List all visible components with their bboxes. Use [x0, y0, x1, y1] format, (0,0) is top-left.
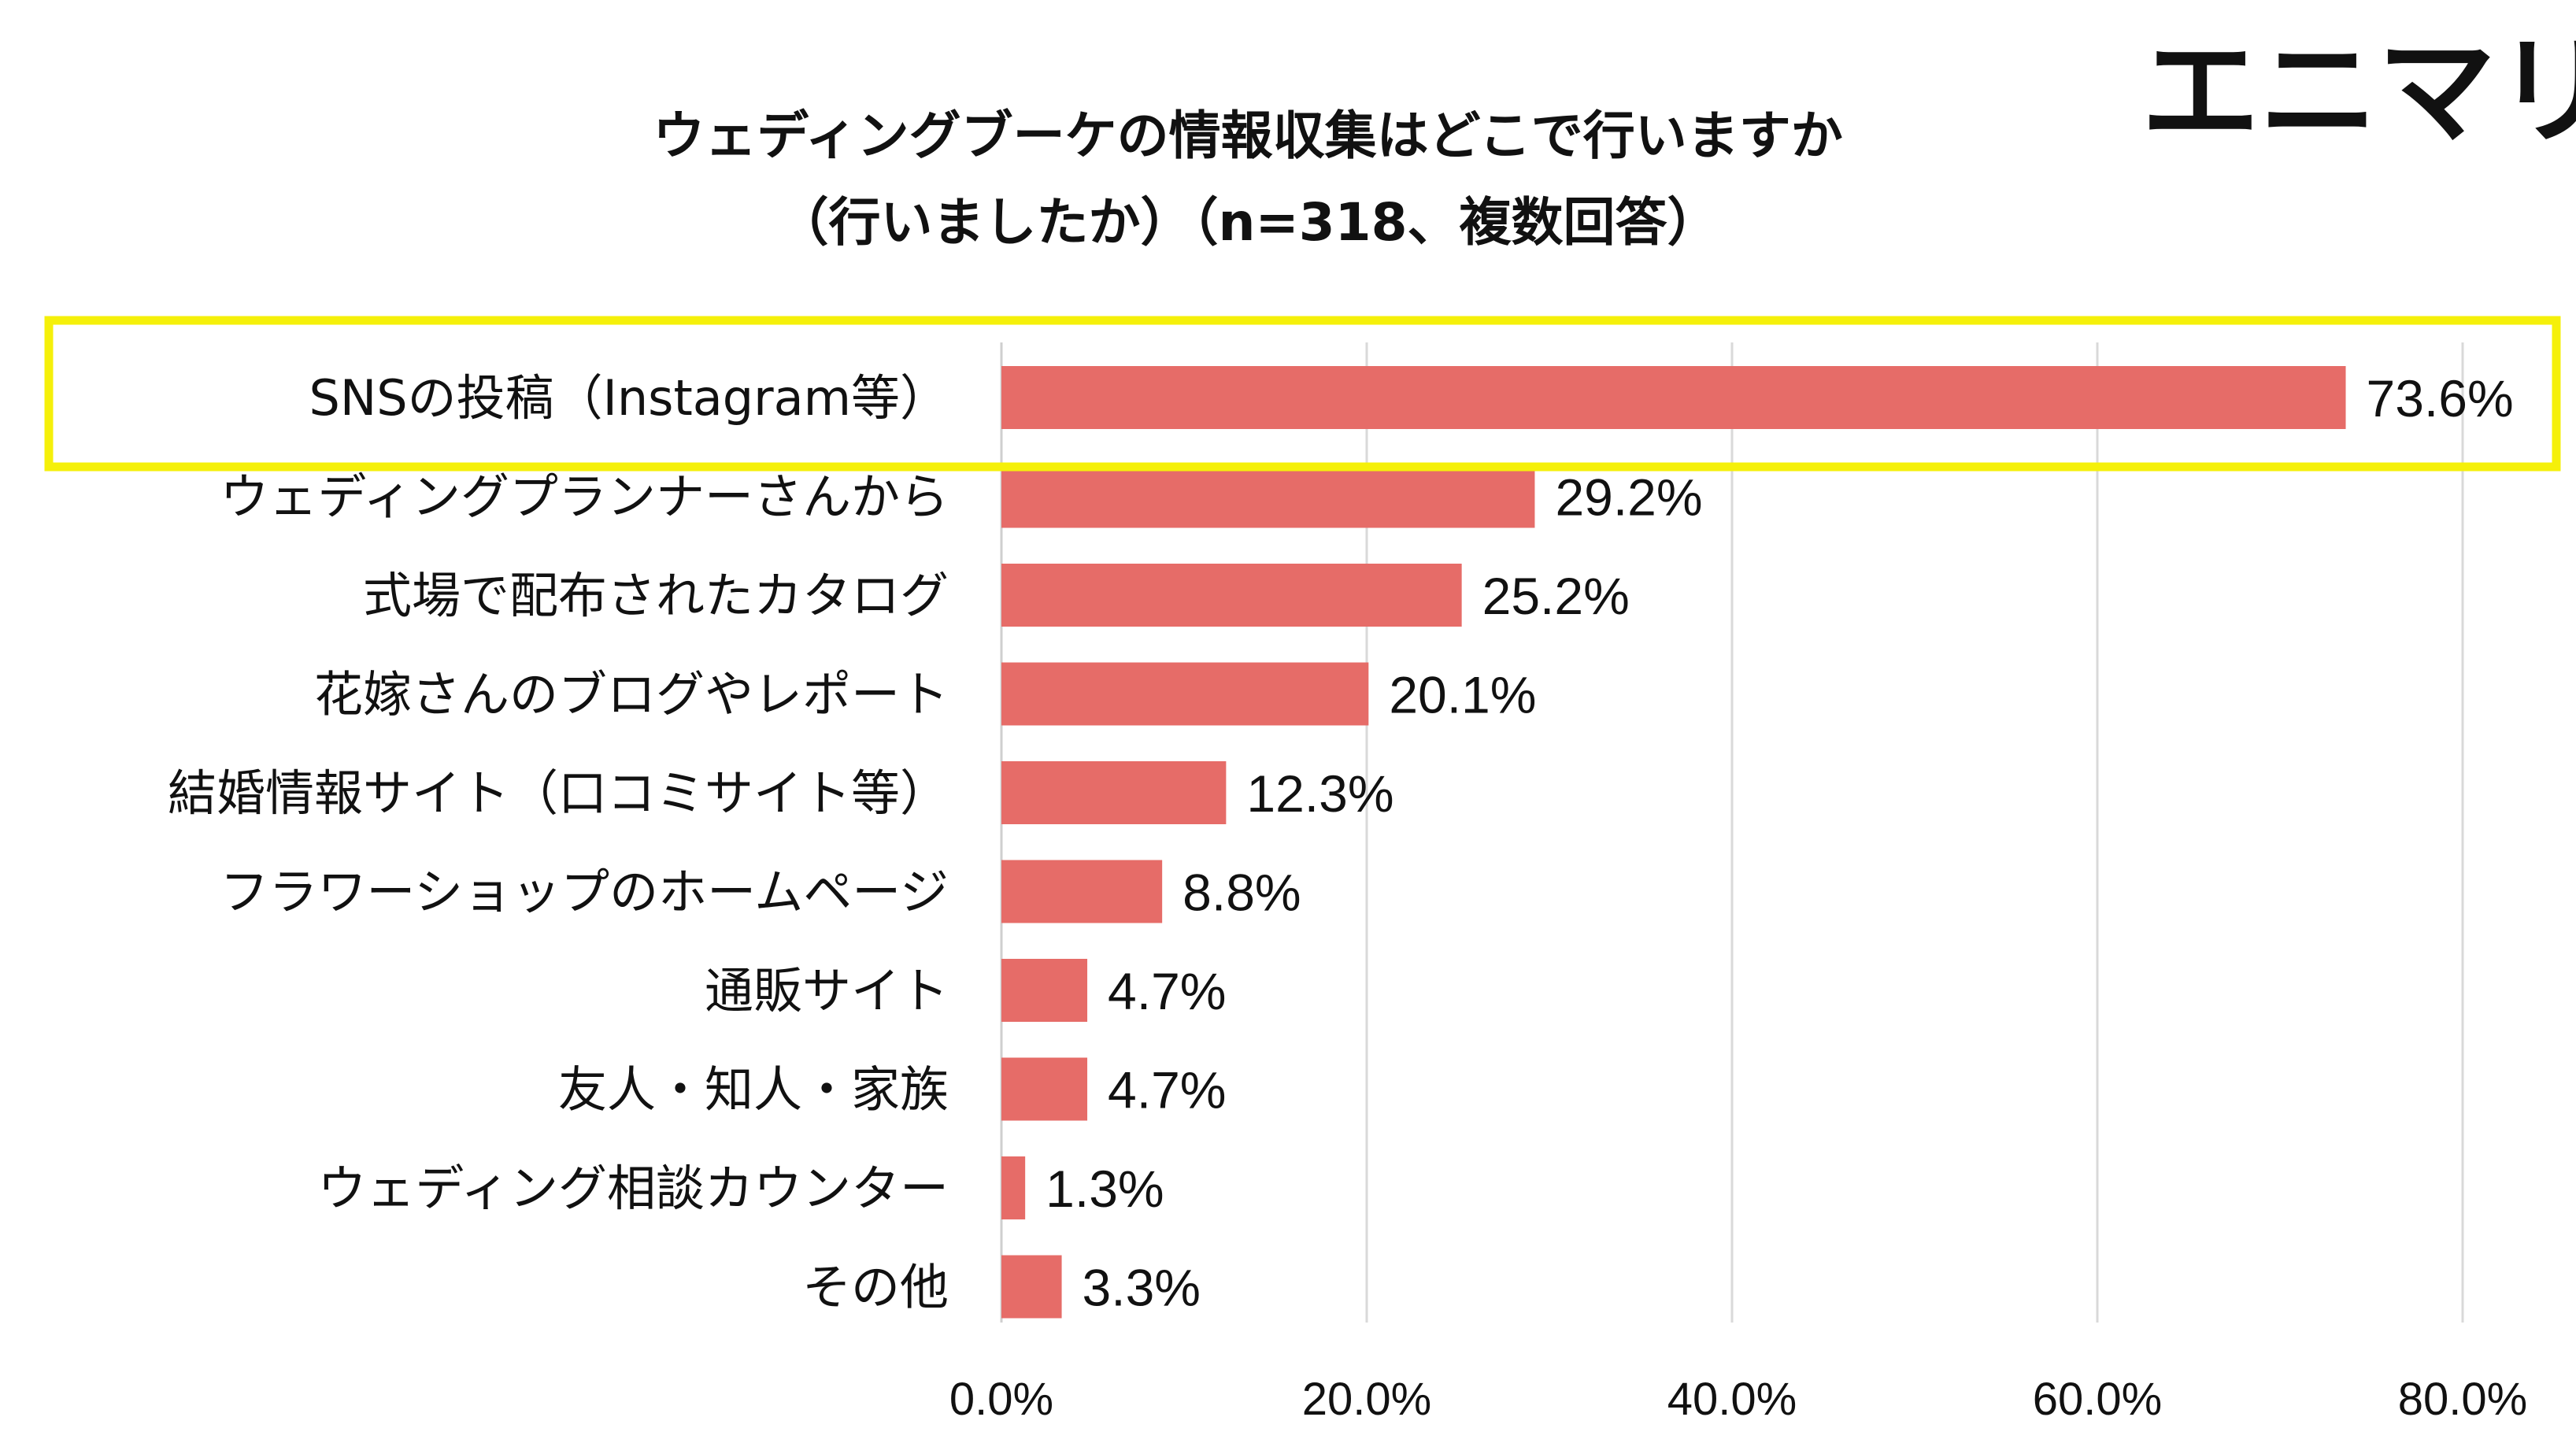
x-tick-label: 0.0%: [949, 1374, 1053, 1425]
bar: [1001, 1255, 1062, 1319]
bar: [1001, 1057, 1088, 1121]
value-label: 4.7%: [1108, 962, 1226, 1020]
category-label: 結婚情報サイト（口コミサイト等）: [168, 764, 949, 822]
x-tick-label: 40.0%: [1667, 1374, 1797, 1425]
x-tick-label: 80.0%: [2398, 1374, 2527, 1425]
category-label: ウェディングプランナーさんから: [220, 468, 949, 526]
category-label: SNSの投稿（Instagram等）: [309, 369, 949, 427]
bar: [1001, 662, 1369, 726]
category-label: その他: [802, 1259, 949, 1316]
chart-subtitle: （行いましたか）（n=318、複数回答）: [776, 192, 1719, 253]
x-tick-label: 60.0%: [2033, 1374, 2162, 1425]
category-label: ウェディング相談カウンター: [317, 1160, 949, 1217]
bar: [1001, 761, 1227, 824]
value-labels: 73.6% 29.2% 25.2% 20.1% 12.3% 8.8% 4.7% 4.7% 1.3…: [1046, 369, 2514, 1317]
x-tick-label: 20.0%: [1302, 1374, 1431, 1425]
value-label: 29.2%: [1555, 468, 1702, 527]
value-label: 3.3%: [1083, 1259, 1201, 1317]
category-label: 友人・知人・家族: [558, 1061, 949, 1119]
bar: [1001, 564, 1462, 627]
bar: [1001, 959, 1088, 1022]
bars: [1001, 366, 2346, 1319]
highlight-box: [44, 316, 2561, 472]
value-label: 1.3%: [1046, 1160, 1164, 1218]
value-label: 73.6%: [2367, 369, 2514, 427]
category-labels: SNSの投稿（Instagram等） ウェディングプランナーさんから式場で配布され…: [168, 369, 949, 1316]
category-label: 式場で配布されたカタログ: [363, 567, 949, 624]
bar: [1001, 366, 2346, 429]
value-label: 4.7%: [1108, 1061, 1226, 1119]
category-label: フラワーショップのホームページ: [220, 864, 949, 921]
brand-logo: エニマリ: [2141, 24, 2576, 161]
value-label: 25.2%: [1482, 567, 1630, 625]
x-axis-ticks: 0.0% 20.0% 40.0% 60.0% 80.0%: [949, 1374, 2527, 1425]
category-label: 花嫁さんのブログやレポート: [314, 666, 949, 723]
bar: [1001, 860, 1163, 923]
value-label: 8.8%: [1183, 864, 1301, 922]
value-label: 20.1%: [1389, 666, 1536, 724]
category-label: 通販サイト: [705, 962, 949, 1019]
value-label: 12.3%: [1246, 764, 1393, 823]
bar: [1001, 464, 1535, 528]
bar: [1001, 1156, 1026, 1219]
chart-title: ウェディングブーケの情報収集はどこで行いますか: [653, 105, 1842, 166]
